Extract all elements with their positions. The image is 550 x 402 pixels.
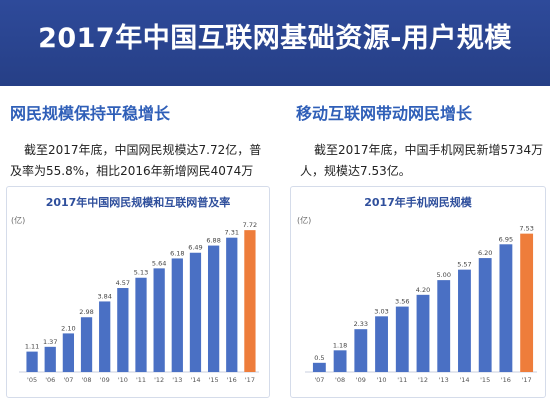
left-text-line1: 截至2017年底，中国网民规模达7.72亿，普 [24,143,262,157]
page-title: 2017年中国互联网基础资源-用户规模 [38,23,512,54]
bar-highlight [520,233,534,372]
x-tick-label: '11 [136,376,146,384]
x-tick-label: '13 [439,376,449,384]
x-tick-label: '07 [314,376,324,384]
x-tick-label: '14 [459,376,469,384]
x-tick-label: '15 [480,376,490,384]
x-tick-label: '09 [356,376,366,384]
x-tick-label: '12 [154,376,164,384]
data-label: 1.11 [25,343,39,351]
bar [416,294,430,372]
bar [117,288,129,372]
data-label: 6.49 [188,244,202,252]
bar [395,306,409,372]
data-label: 5.00 [436,271,450,279]
x-tick-label: '15 [209,376,219,384]
bar [226,237,238,372]
data-label: 5.57 [457,261,471,269]
bar [458,269,471,372]
data-label: 6.20 [478,249,492,257]
chart-mobile-users-svg: (亿) 0.5 '07 1.18 '08 2.33 '09 3.03 '10 3.56 '11 4.2… [297,215,537,384]
bar [333,350,347,372]
bar [207,245,220,372]
bar-highlight [244,230,256,372]
chart-internet-users-svg: (亿) 1.11 '05 1.37 '06 2.10 '07 2.98 '08 3.84 '09 4.… [11,215,259,384]
data-label: 4.20 [416,286,430,294]
data-label: 5.64 [152,259,166,267]
x-tick-label: '06 [45,376,55,384]
data-label: 3.84 [97,292,111,300]
x-tick-label: '10 [118,376,128,384]
x-tick-label: '09 [100,376,110,384]
data-label: 2.33 [354,320,368,328]
data-label: 2.10 [61,324,75,332]
bar [153,268,165,372]
bar [171,258,183,372]
bar [499,244,513,372]
data-label: 1.37 [43,338,57,346]
data-label: 2.98 [79,308,93,316]
chart-title: 2017年中国网民规模和互联网普及率 [45,196,231,209]
right-description: 截至2017年底，中国手机网民新增5734万 人，规模达7.53亿。 [300,140,544,182]
data-label: 7.53 [519,225,533,233]
chart-title: 2017年手机网民规模 [364,196,472,209]
x-tick-label: '08 [335,376,345,384]
bar [44,346,56,372]
bar [26,351,38,372]
bar [478,258,492,372]
bar [62,333,75,372]
data-label: 3.03 [374,307,388,315]
x-tick-label: '14 [190,376,200,384]
data-label: 6.88 [206,237,220,245]
data-label: 5.13 [134,269,148,277]
bar [99,301,111,372]
bar [312,362,326,372]
x-tick-label: '07 [63,376,73,384]
data-label: 1.18 [333,341,347,349]
y-axis-label: (亿) [11,215,25,225]
data-label: 0.5 [314,354,324,362]
bar [375,316,388,372]
y-axis-label: (亿) [297,215,311,225]
x-tick-label: '16 [227,376,237,384]
bar [189,252,202,372]
data-label: 4.57 [116,279,130,287]
chart-internet-users: 2017年中国网民规模和互联网普及率 (亿) 1.11 '05 1.37 '06 2.10… [6,186,270,398]
x-tick-label: '13 [172,376,182,384]
left-heading: 网民规模保持平稳增长 [10,104,171,123]
data-label: 7.31 [225,229,239,237]
chart-mobile-users: 2017年手机网民规模 (亿) 0.5 '07 1.18 '08 2.33 '09 3.03 '… [290,186,546,398]
bar [354,329,368,372]
data-label: 3.56 [395,298,409,306]
data-label: 7.72 [243,221,257,229]
data-label: 6.95 [499,235,513,243]
right-text-line2: 人，规模达7.53亿。 [300,164,411,178]
data-label: 6.18 [170,249,184,257]
right-heading: 移动互联网带动网民增长 [296,104,473,123]
x-tick-label: '16 [501,376,511,384]
x-tick-label: '12 [418,376,428,384]
x-tick-label: '08 [82,376,92,384]
bar [80,317,93,372]
x-tick-label: '11 [397,376,407,384]
right-text-line1: 截至2017年底，中国手机网民新增5734万 [314,143,544,157]
bar [437,280,451,372]
bar [135,277,147,372]
x-tick-label: '17 [245,376,255,384]
x-tick-label: '05 [27,376,37,384]
x-tick-label: '17 [522,376,532,384]
title-banner: 2017年中国互联网基础资源-用户规模 [0,0,550,86]
x-tick-label: '10 [377,376,387,384]
